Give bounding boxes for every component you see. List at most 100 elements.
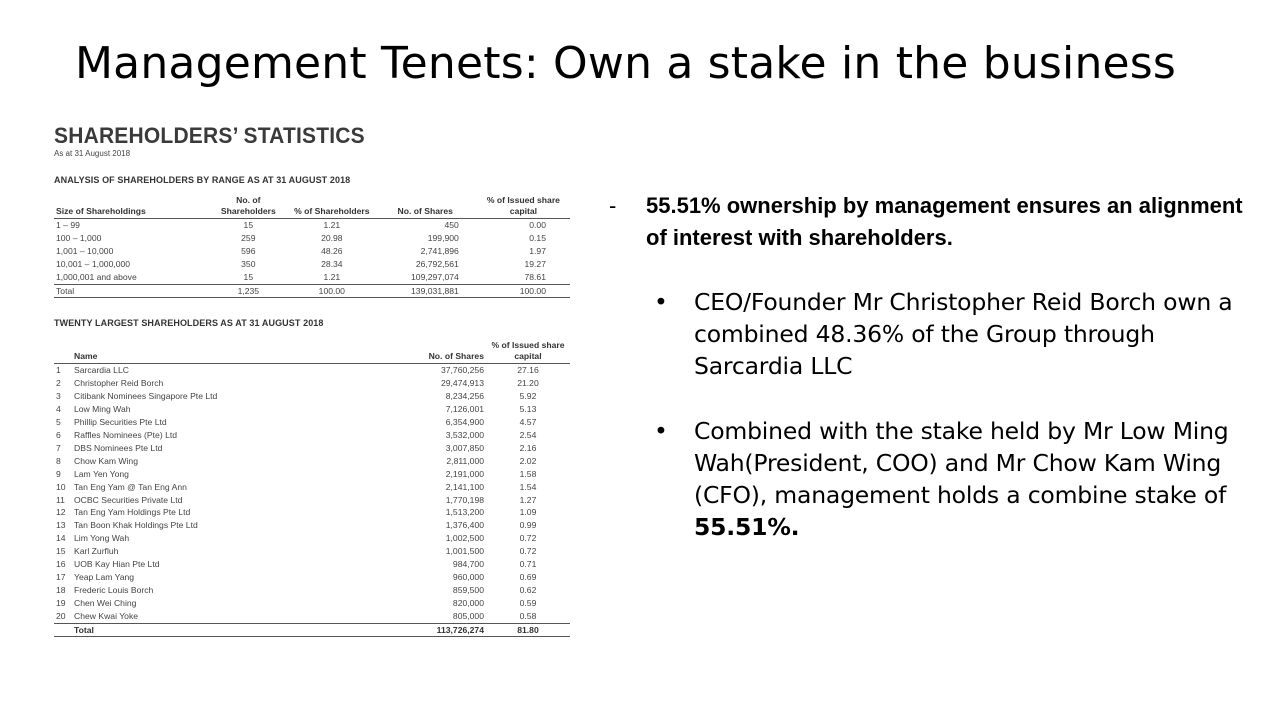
range-table: Size of Shareholdings No. of Shareholder… — [54, 195, 570, 298]
table-cell: 1,000,001 and above — [56, 271, 137, 282]
table-row: 17 Yeap Lam Yang 960,000 0.69 — [54, 571, 570, 584]
table-cell: 27.16 — [517, 365, 539, 376]
largest-section-heading: TWENTY LARGEST SHAREHOLDERS AS AT 31 AUG… — [54, 318, 324, 329]
table-cell: 859,500 — [452, 584, 484, 595]
table-cell: 2.54 — [519, 429, 537, 440]
table-cell: 1 – 99 — [56, 220, 80, 230]
table-cell: 6,354,900 — [445, 417, 484, 428]
table-cell: 19.27 — [524, 258, 546, 269]
table-cell: 100.00 — [318, 285, 345, 296]
table-cell: 1,235 — [237, 285, 260, 296]
table-cell: 0.00 — [529, 220, 546, 230]
shareholders-statistics-image: SHAREHOLDERS’ STATISTICS As at 31 August… — [54, 124, 572, 637]
table-row: 1,000,001 and above 15 1.21 109,297,074 78.6… — [54, 271, 570, 284]
table-cell: Chen Wei Ching — [74, 597, 137, 608]
table-cell: 1.21 — [323, 220, 341, 230]
report-title: SHAREHOLDERS’ STATISTICS — [54, 124, 365, 149]
column-header: Name — [74, 351, 98, 362]
table-cell: 15 — [243, 271, 254, 282]
table-cell: 820,000 — [452, 597, 484, 608]
table-cell: 5 — [56, 417, 61, 428]
table-cell: 113,726,274 — [436, 624, 484, 635]
table-cell: Yeap Lam Yang — [74, 571, 135, 582]
table-row: 3 Citibank Nominees Singapore Pte Ltd 8,23… — [54, 390, 570, 403]
table-cell: 2,141,100 — [445, 481, 484, 492]
table-cell: 2,191,000 — [445, 468, 484, 479]
bullet-text: Combined with the stake held by Mr Low M… — [694, 417, 1229, 509]
table-row: 6 Raffles Nominees (Pte) Ltd 3,532,000 2.54 — [54, 429, 570, 442]
table-cell: 15 — [243, 220, 254, 230]
table-cell: 5.92 — [519, 391, 537, 402]
table-cell: 3 — [56, 391, 61, 402]
slide-title: Management Tenets: Own a stake in the bu… — [75, 38, 1177, 89]
table-cell: 13 — [56, 520, 66, 531]
bullet-item-management-stake: • Combined with the stake held by Mr Low… — [606, 415, 1266, 543]
table-row: 14 Lim Yong Wah 1,002,500 0.72 — [54, 532, 570, 545]
table-cell: 1.21 — [323, 271, 341, 282]
column-header — [54, 340, 72, 364]
table-row: 13 Tan Boon Khak Holdings Pte Ltd 1,376,40… — [54, 519, 570, 532]
table-cell: 3,007,850 — [445, 442, 484, 453]
largest-shareholders-table: Name No. of Shares % of Issued share cap… — [54, 340, 570, 637]
table-cell: 10 — [56, 481, 66, 492]
column-header: Size of Shareholdings — [56, 206, 146, 216]
table-row: 1 – 99 15 1.21 450 0.00 — [54, 219, 570, 232]
table-cell: OCBC Securities Private Ltd — [74, 494, 183, 505]
table-cell: 0.15 — [529, 232, 546, 243]
table-cell: 0.72 — [519, 546, 537, 557]
table-cell: 7,126,001 — [445, 404, 484, 415]
table-cell: 139,031,881 — [411, 285, 459, 296]
column-header: No. of Shares — [428, 351, 484, 362]
table-cell: 0.71 — [519, 559, 537, 570]
table-cell: 596 — [241, 245, 256, 256]
table-cell: 12 — [56, 507, 66, 518]
table-row: 1 Sarcardia LLC 37,760,256 27.16 — [54, 364, 570, 377]
table-cell: Tan Eng Yam @ Tan Eng Ann — [74, 481, 187, 492]
report-as-at-date: As at 31 August 2018 — [54, 149, 131, 158]
table-cell: 100.00 — [519, 285, 546, 296]
bullet-bold-figure: 55.51%. — [694, 513, 800, 541]
table-cell: 8,234,256 — [445, 391, 484, 402]
table-cell: 1,001,500 — [445, 546, 484, 557]
table-cell: 14 — [56, 533, 66, 544]
table-cell: Frederic Louis Borch — [74, 584, 154, 595]
table-cell: Chew Kwai Yoke — [74, 610, 139, 621]
table-cell: DBS Nominees Pte Ltd — [74, 442, 163, 453]
table-cell: Sarcardia LLC — [74, 365, 129, 376]
table-cell: 7 — [56, 442, 61, 453]
column-header: % of Issued share capital — [491, 340, 565, 362]
table-cell: Total — [56, 285, 75, 296]
table-cell: 1.27 — [519, 494, 537, 505]
table-row: 10,001 – 1,000,000 350 28.34 26,792,561 19.2… — [54, 258, 570, 271]
table-cell: 11 — [56, 494, 65, 505]
table-row: 18 Frederic Louis Borch 859,500 0.62 — [54, 584, 570, 597]
table-row: 8 Chow Kam Wing 2,811,000 2.02 — [54, 455, 570, 468]
table-cell: 0.69 — [519, 571, 537, 582]
table-cell: 109,297,074 — [411, 271, 459, 282]
column-header: % of Issued share capital — [486, 195, 560, 216]
table-cell: 1 — [56, 365, 61, 376]
table-cell: 2.16 — [519, 442, 537, 453]
table-cell: 17 — [56, 571, 66, 582]
table-row: 4 Low Ming Wah 7,126,001 5.13 — [54, 403, 570, 416]
table-cell: UOB Kay Hian Pte Ltd — [74, 559, 160, 570]
table-row: 9 Lam Yen Yong 2,191,000 1.58 — [54, 468, 570, 481]
lead-point-text: 55.51% ownership by management ensures a… — [646, 193, 1243, 250]
table-cell: 81.80 — [517, 624, 539, 635]
table-cell: 29,474,913 — [440, 378, 484, 389]
table-cell: 8 — [56, 455, 61, 466]
table-cell: 1.09 — [519, 507, 537, 518]
range-table-total-row: Total 1,235 100.00 139,031,881 100.00 — [54, 284, 570, 298]
table-cell: 0.59 — [519, 597, 537, 608]
column-header: No. of Shares — [397, 206, 453, 216]
table-cell: 2 — [56, 378, 61, 389]
table-cell: Chow Kam Wing — [74, 455, 138, 466]
bullet-marker: • — [654, 417, 668, 445]
table-cell: Raffles Nominees (Pte) Ltd — [74, 429, 178, 440]
table-cell: 10,001 – 1,000,000 — [56, 258, 131, 269]
table-row: 12 Tan Eng Yam Holdings Pte Ltd 1,513,200 1… — [54, 506, 570, 519]
table-cell: 984,700 — [452, 559, 484, 570]
table-cell: 4 — [56, 404, 61, 415]
table-cell — [54, 623, 72, 637]
table-cell: 16 — [56, 559, 66, 570]
